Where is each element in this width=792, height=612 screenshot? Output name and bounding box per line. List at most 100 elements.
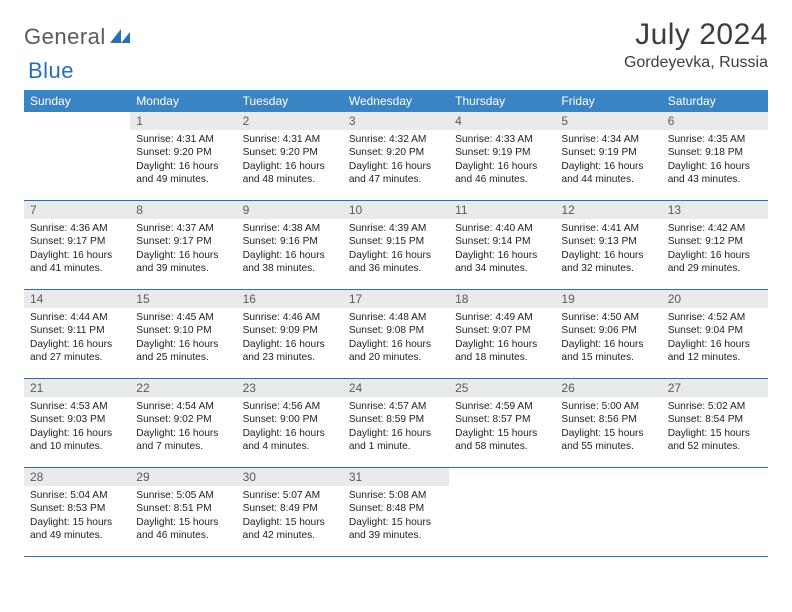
day-dl2: and 44 minutes. [561, 173, 655, 186]
day-cell: 22Sunrise: 4:54 AMSunset: 9:02 PMDayligh… [130, 379, 236, 467]
day-sr: Sunrise: 5:07 AM [243, 489, 337, 502]
day-dl1: Daylight: 16 hours [668, 249, 762, 262]
day-cell [24, 112, 130, 200]
day-body: Sunrise: 5:04 AMSunset: 8:53 PMDaylight:… [24, 486, 130, 548]
day-dl1: Daylight: 16 hours [349, 249, 443, 262]
day-sr: Sunrise: 4:31 AM [243, 133, 337, 146]
day-sr: Sunrise: 4:38 AM [243, 222, 337, 235]
day-cell: 8Sunrise: 4:37 AMSunset: 9:17 PMDaylight… [130, 201, 236, 289]
day-dl1: Daylight: 16 hours [136, 160, 230, 173]
week-row: 21Sunrise: 4:53 AMSunset: 9:03 PMDayligh… [24, 379, 768, 468]
day-number: 29 [130, 468, 236, 486]
day-dl2: and 15 minutes. [561, 351, 655, 364]
day-number: 18 [449, 290, 555, 308]
day-dl1: Daylight: 16 hours [561, 160, 655, 173]
week-row: 14Sunrise: 4:44 AMSunset: 9:11 PMDayligh… [24, 290, 768, 379]
day-cell: 4Sunrise: 4:33 AMSunset: 9:19 PMDaylight… [449, 112, 555, 200]
day-number: 31 [343, 468, 449, 486]
day-body: Sunrise: 4:33 AMSunset: 9:19 PMDaylight:… [449, 130, 555, 192]
day-cell: 18Sunrise: 4:49 AMSunset: 9:07 PMDayligh… [449, 290, 555, 378]
day-ss: Sunset: 8:57 PM [455, 413, 549, 426]
day-dl1: Daylight: 16 hours [455, 338, 549, 351]
day-dl2: and 4 minutes. [243, 440, 337, 453]
day-ss: Sunset: 9:13 PM [561, 235, 655, 248]
day-ss: Sunset: 9:20 PM [136, 146, 230, 159]
day-number: 10 [343, 201, 449, 219]
day-cell: 13Sunrise: 4:42 AMSunset: 9:12 PMDayligh… [662, 201, 768, 289]
day-dl1: Daylight: 15 hours [668, 427, 762, 440]
day-dl2: and 43 minutes. [668, 173, 762, 186]
day-ss: Sunset: 8:49 PM [243, 502, 337, 515]
day-dl2: and 29 minutes. [668, 262, 762, 275]
day-cell [555, 468, 661, 556]
day-ss: Sunset: 9:17 PM [30, 235, 124, 248]
day-dl1: Daylight: 16 hours [455, 160, 549, 173]
day-dl2: and 1 minute. [349, 440, 443, 453]
day-body: Sunrise: 4:44 AMSunset: 9:11 PMDaylight:… [24, 308, 130, 370]
day-ss: Sunset: 9:15 PM [349, 235, 443, 248]
day-cell: 5 Sunrise: 4:34 AMSunset: 9:19 PMDaylight… [555, 112, 661, 200]
day-number: 8 [130, 201, 236, 219]
day-ss: Sunset: 9:04 PM [668, 324, 762, 337]
day-cell: 12Sunrise: 4:41 AMSunset: 9:13 PMDayligh… [555, 201, 661, 289]
day-dl1: Daylight: 16 hours [561, 338, 655, 351]
day-number: 5 [555, 112, 661, 130]
day-body: Sunrise: 4:40 AMSunset: 9:14 PMDaylight:… [449, 219, 555, 281]
day-dl2: and 46 minutes. [455, 173, 549, 186]
day-cell: 23Sunrise: 4:56 AMSunset: 9:00 PMDayligh… [237, 379, 343, 467]
day-sr: Sunrise: 4:54 AM [136, 400, 230, 413]
day-cell: 21Sunrise: 4:53 AMSunset: 9:03 PMDayligh… [24, 379, 130, 467]
calendar: Sunday Monday Tuesday Wednesday Thursday… [24, 90, 768, 557]
day-dl1: Daylight: 16 hours [455, 249, 549, 262]
day-ss: Sunset: 8:56 PM [561, 413, 655, 426]
day-cell: 20Sunrise: 4:52 AMSunset: 9:04 PMDayligh… [662, 290, 768, 378]
day-ss: Sunset: 9:10 PM [136, 324, 230, 337]
day-number: 15 [130, 290, 236, 308]
day-dl2: and 55 minutes. [561, 440, 655, 453]
day-number: 14 [24, 290, 130, 308]
day-number: 25 [449, 379, 555, 397]
dayhdr-tue: Tuesday [237, 90, 343, 112]
day-ss: Sunset: 9:03 PM [30, 413, 124, 426]
day-sr: Sunrise: 4:44 AM [30, 311, 124, 324]
day-number: 22 [130, 379, 236, 397]
day-dl1: Daylight: 16 hours [349, 160, 443, 173]
day-dl2: and 10 minutes. [30, 440, 124, 453]
day-ss: Sunset: 9:17 PM [136, 235, 230, 248]
day-cell: 16Sunrise: 4:46 AMSunset: 9:09 PMDayligh… [237, 290, 343, 378]
day-dl2: and 18 minutes. [455, 351, 549, 364]
day-body: Sunrise: 4:38 AMSunset: 9:16 PMDaylight:… [237, 219, 343, 281]
day-cell: 17Sunrise: 4:48 AMSunset: 9:08 PMDayligh… [343, 290, 449, 378]
header-right: July 2024 Gordeyevka, Russia [624, 18, 768, 72]
week-row: 7Sunrise: 4:36 AMSunset: 9:17 PMDaylight… [24, 201, 768, 290]
day-cell: 6Sunrise: 4:35 AMSunset: 9:18 PMDaylight… [662, 112, 768, 200]
day-body: Sunrise: 4:50 AMSunset: 9:06 PMDaylight:… [555, 308, 661, 370]
day-number: 11 [449, 201, 555, 219]
dayhdr-fri: Friday [555, 90, 661, 112]
day-cell: 25Sunrise: 4:59 AMSunset: 8:57 PMDayligh… [449, 379, 555, 467]
day-dl2: and 34 minutes. [455, 262, 549, 275]
dayhdr-sat: Saturday [662, 90, 768, 112]
day-body: Sunrise: 4:54 AMSunset: 9:02 PMDaylight:… [130, 397, 236, 459]
day-ss: Sunset: 9:19 PM [455, 146, 549, 159]
day-cell: 27Sunrise: 5:02 AMSunset: 8:54 PMDayligh… [662, 379, 768, 467]
day-dl1: Daylight: 16 hours [243, 160, 337, 173]
day-sr: Sunrise: 4:34 AM [561, 133, 655, 146]
day-cell: 19Sunrise: 4:50 AMSunset: 9:06 PMDayligh… [555, 290, 661, 378]
day-dl2: and 7 minutes. [136, 440, 230, 453]
day-sr: Sunrise: 4:52 AM [668, 311, 762, 324]
day-dl2: and 48 minutes. [243, 173, 337, 186]
day-dl1: Daylight: 16 hours [243, 427, 337, 440]
day-body: Sunrise: 4:49 AMSunset: 9:07 PMDaylight:… [449, 308, 555, 370]
day-cell: 14Sunrise: 4:44 AMSunset: 9:11 PMDayligh… [24, 290, 130, 378]
day-cell: 15Sunrise: 4:45 AMSunset: 9:10 PMDayligh… [130, 290, 236, 378]
week-row: 28Sunrise: 5:04 AMSunset: 8:53 PMDayligh… [24, 468, 768, 557]
day-body: Sunrise: 4:53 AMSunset: 9:03 PMDaylight:… [24, 397, 130, 459]
day-ss: Sunset: 9:19 PM [561, 146, 655, 159]
day-body: Sunrise: 4:45 AMSunset: 9:10 PMDaylight:… [130, 308, 236, 370]
day-ss: Sunset: 8:54 PM [668, 413, 762, 426]
day-number: 28 [24, 468, 130, 486]
day-dl2: and 46 minutes. [136, 529, 230, 542]
day-dl2: and 42 minutes. [243, 529, 337, 542]
day-number: 12 [555, 201, 661, 219]
